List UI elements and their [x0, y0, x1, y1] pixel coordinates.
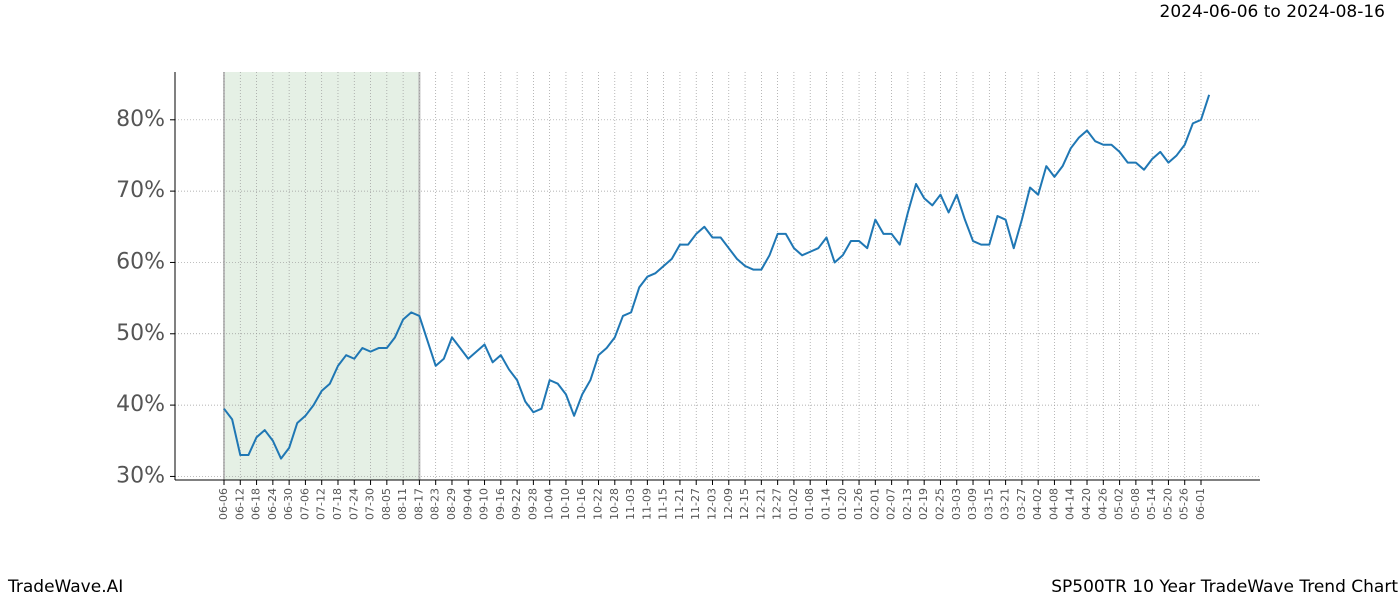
x-tick-label: 03-15: [982, 488, 995, 520]
x-tick-label: 06-30: [282, 488, 295, 520]
x-tick-label: 07-18: [331, 488, 344, 520]
x-tick-label: 02-19: [917, 488, 930, 520]
x-tick-label: 07-30: [364, 488, 377, 520]
x-tick-label: 07-12: [315, 488, 328, 520]
y-tick-label: 80%: [116, 107, 165, 132]
x-tick-label: 10-22: [592, 488, 605, 520]
x-tick-label: 08-11: [396, 488, 409, 520]
x-tick-label: 11-09: [640, 488, 653, 520]
x-tick-label: 06-12: [233, 488, 246, 520]
x-tick-label: 07-06: [298, 488, 311, 520]
x-tick-label: 06-18: [250, 488, 263, 520]
x-tick-label: 05-08: [1129, 488, 1142, 520]
x-tick-label: 03-09: [966, 488, 979, 520]
x-tick-label: 06-01: [1194, 488, 1207, 520]
x-tick-label: 10-16: [575, 488, 588, 520]
x-tick-label: 09-22: [510, 488, 523, 520]
x-tick-label: 02-25: [933, 488, 946, 520]
brand: TradeWave.AI: [7, 577, 123, 597]
x-tick-label: 10-10: [559, 488, 572, 520]
x-tick-label: 03-21: [999, 488, 1012, 520]
x-tick-label: 06-06: [217, 488, 230, 520]
x-tick-label: 05-20: [1161, 488, 1174, 520]
x-tick-label: 12-03: [706, 488, 719, 520]
x-tick-label: 02-13: [901, 488, 914, 520]
x-tick-label: 03-03: [950, 488, 963, 520]
x-tick-label: 12-27: [771, 488, 784, 520]
x-tick-label: 03-27: [1015, 488, 1028, 520]
x-tick-label: 05-26: [1178, 488, 1191, 520]
chart-title: SP500TR 10 Year TradeWave Trend Chart: [1051, 577, 1398, 597]
x-tick-label: 08-23: [429, 488, 442, 520]
date-range: 2024-06-06 to 2024-08-16: [1160, 2, 1385, 22]
x-tick-label: 01-14: [819, 488, 832, 520]
x-tick-label: 04-02: [1031, 488, 1044, 520]
x-tick-label: 09-10: [478, 488, 491, 520]
x-tick-label: 09-28: [526, 488, 539, 520]
y-tick-label: 70%: [116, 178, 165, 203]
x-tick-label: 07-24: [347, 488, 360, 520]
x-tick-label: 02-01: [868, 488, 881, 520]
x-tick-label: 01-02: [787, 488, 800, 520]
x-tick-label: 12-09: [722, 488, 735, 520]
x-tick-label: 11-03: [624, 488, 637, 520]
x-tick-label: 09-04: [461, 488, 474, 520]
x-tick-label: 05-02: [1113, 488, 1126, 520]
x-tick-label: 12-15: [738, 488, 751, 520]
y-tick-label: 60%: [116, 249, 165, 274]
x-tick-label: 01-26: [852, 488, 865, 520]
y-tick-label: 50%: [116, 321, 165, 346]
x-tick-label: 04-08: [1047, 488, 1060, 520]
x-tick-label: 08-17: [412, 488, 425, 520]
x-tick-label: 08-29: [445, 488, 458, 520]
x-tick-label: 04-14: [1064, 488, 1077, 520]
x-tick-label: 02-07: [885, 488, 898, 520]
x-tick-label: 10-28: [608, 488, 621, 520]
x-tick-label: 04-20: [1080, 488, 1093, 520]
y-tick-label: 40%: [116, 392, 165, 417]
x-tick-label: 08-05: [380, 488, 393, 520]
x-tick-label: 06-24: [266, 488, 279, 520]
x-tick-label: 09-16: [494, 488, 507, 520]
y-tick-label: 30%: [116, 463, 165, 488]
x-tick-label: 04-26: [1096, 488, 1109, 520]
x-tick-label: 10-04: [543, 488, 556, 520]
x-tick-label: 01-20: [836, 488, 849, 520]
x-tick-label: 12-21: [754, 488, 767, 520]
x-tick-label: 01-08: [803, 488, 816, 520]
trend-line: [223, 94, 1211, 460]
x-tick-label: 11-15: [657, 488, 670, 520]
x-tick-label: 11-21: [673, 488, 686, 520]
x-tick-label: 05-14: [1145, 488, 1158, 520]
x-tick-label: 11-27: [689, 488, 702, 520]
